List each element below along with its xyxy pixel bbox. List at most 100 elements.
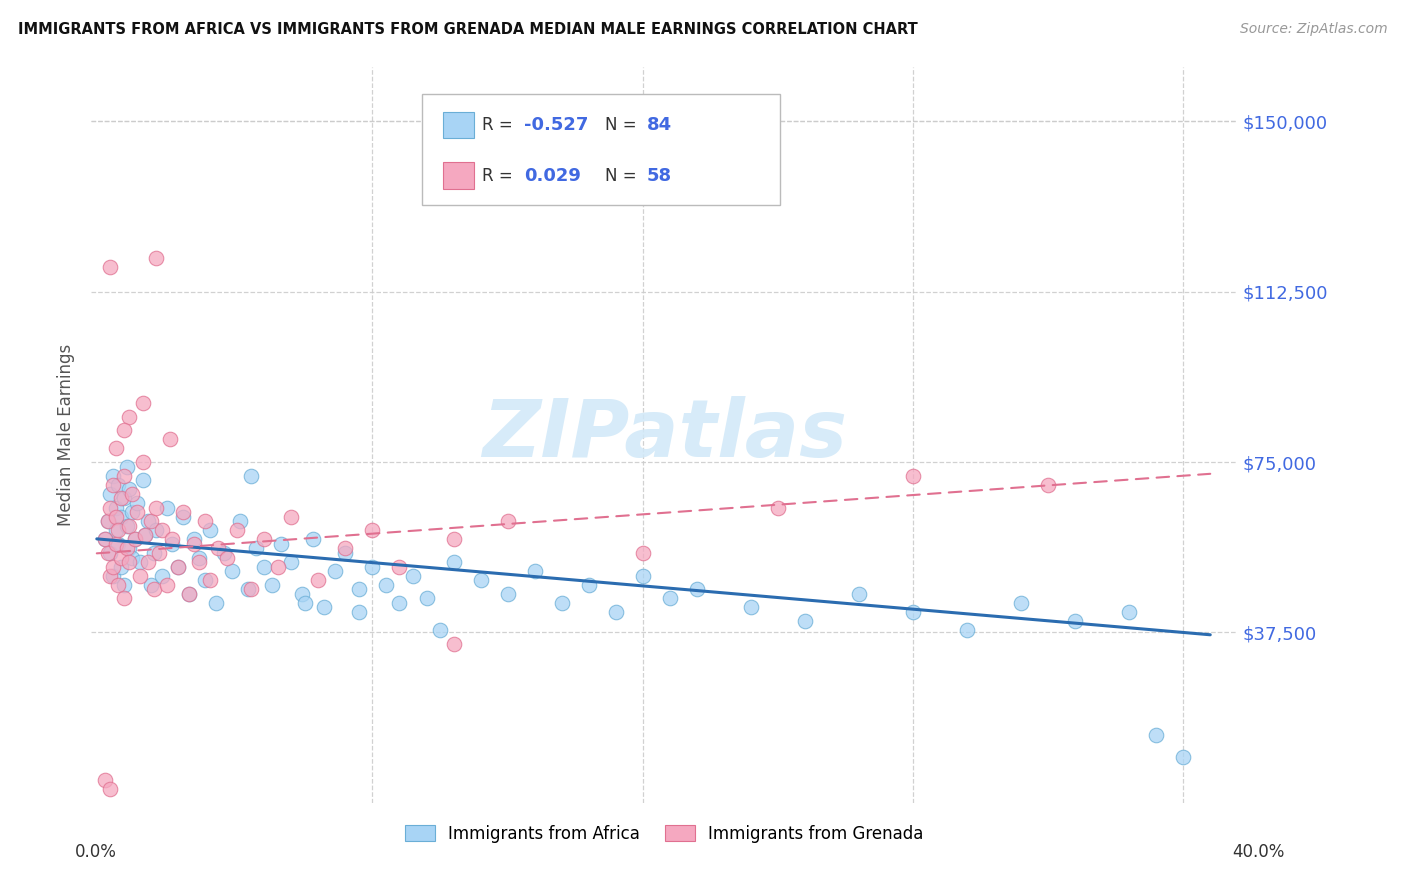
Point [150,568,173,582]
Point [127,496,149,510]
Point [388,559,411,574]
Point [112,491,135,506]
Point [101,568,124,582]
Text: 58: 58 [647,167,672,185]
Text: R =: R = [482,167,519,185]
Point [1010,596,1032,610]
Point [121,550,143,565]
Point [121,487,143,501]
Point [98,500,121,515]
Text: 40.0%: 40.0% [1232,843,1285,861]
Point [118,541,141,556]
Point [631,546,654,560]
Point [605,605,627,619]
Point [112,468,135,483]
Point [115,541,138,556]
Point [118,518,141,533]
Point [98,546,121,560]
Point [118,555,141,569]
Point [901,605,924,619]
Point [110,559,132,574]
Point [162,533,184,547]
Point [127,505,149,519]
Point [107,578,129,592]
Point [212,546,235,560]
Point [183,537,205,551]
Text: Source: ZipAtlas.com: Source: ZipAtlas.com [1240,22,1388,37]
Point [98,568,121,582]
Point [104,537,127,551]
Point [134,528,156,542]
Point [361,523,384,537]
Point [245,541,267,556]
Point [204,596,226,610]
Text: N =: N = [605,116,641,134]
Point [740,600,762,615]
Point [229,514,252,528]
Point [124,533,146,547]
Point [139,578,162,592]
Point [172,505,194,519]
Point [139,514,162,528]
Point [361,559,384,574]
Point [793,614,815,628]
Point [97,514,120,528]
Point [148,546,170,560]
Point [1118,605,1140,619]
Point [101,468,124,483]
Point [415,591,437,606]
Point [118,409,141,424]
Point [200,523,222,537]
Point [496,514,519,528]
Point [1064,614,1087,628]
Point [253,559,276,574]
Text: 84: 84 [647,116,672,134]
Point [239,468,262,483]
Point [156,500,179,515]
Point [188,555,211,569]
Point [194,573,217,587]
Point [323,564,346,578]
Point [107,523,129,537]
Point [280,509,302,524]
Point [112,423,135,437]
Point [347,582,370,597]
Point [107,478,129,492]
Point [129,555,152,569]
Point [134,528,156,542]
Text: N =: N = [605,167,641,185]
Text: -0.527: -0.527 [524,116,589,134]
Point [150,523,173,537]
Point [443,533,465,547]
Point [167,559,190,574]
Point [239,582,262,597]
Point [402,568,425,582]
Point [375,578,398,592]
Point [136,555,159,569]
Point [1036,478,1059,492]
Point [104,442,127,456]
Point [470,573,492,587]
Point [145,523,167,537]
Point [97,514,120,528]
Point [443,555,465,569]
Point [578,578,600,592]
Point [270,537,292,551]
Point [291,587,314,601]
Point [98,260,121,274]
Point [110,509,132,524]
Point [443,637,465,651]
Point [335,546,357,560]
Point [94,773,117,788]
Point [145,251,167,265]
Point [98,487,121,501]
Point [142,582,165,597]
Point [107,537,129,551]
Point [145,500,167,515]
Text: R =: R = [482,116,519,134]
Point [167,559,190,574]
Y-axis label: Median Male Earnings: Median Male Earnings [58,343,76,526]
Point [221,564,243,578]
Point [658,591,681,606]
Point [104,509,127,524]
